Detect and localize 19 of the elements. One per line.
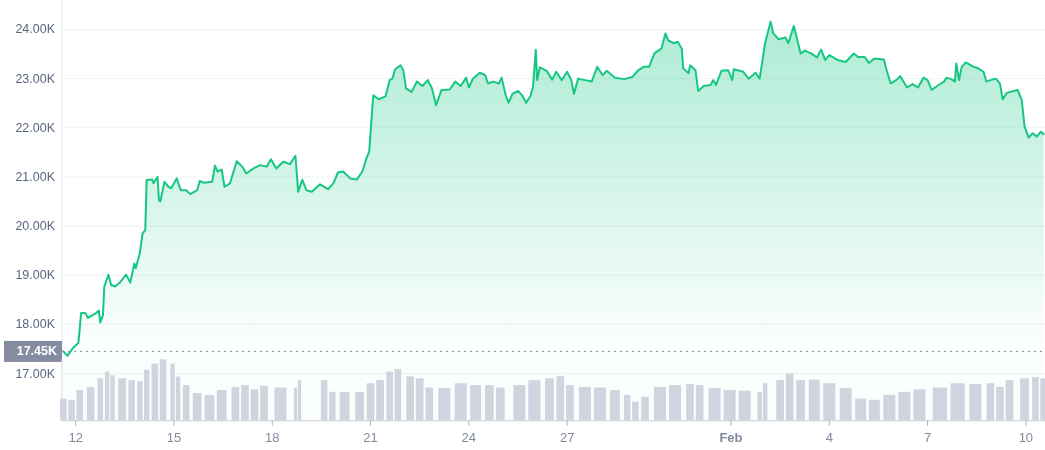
x-tick-label: 27 [559,430,575,446]
x-tick-label: Feb [719,430,743,446]
x-tick-label: 4 [825,430,833,446]
x-tick-label: 7 [923,430,932,446]
x-tick-label: 18 [265,430,280,446]
x-tick-label: 10 [1018,430,1034,446]
y-tick-label: 17.00K [15,366,56,381]
y-tick-label: 18.00K [15,317,56,332]
ref-line-label: 17.45K [16,344,57,359]
y-tick-label: 21.00K [15,169,56,184]
x-tick-label: 12 [68,430,83,446]
x-tick-label: 15 [166,430,182,446]
y-tick-label: 24.00K [15,22,56,37]
y-tick-label: 23.00K [15,71,56,86]
y-tick-label: 20.00K [15,219,56,234]
y-tick-label: 19.00K [15,268,56,283]
y-tick-label: 22.00K [15,120,56,135]
x-tick-label: 24 [461,430,477,446]
x-tick-label: 21 [363,430,378,446]
